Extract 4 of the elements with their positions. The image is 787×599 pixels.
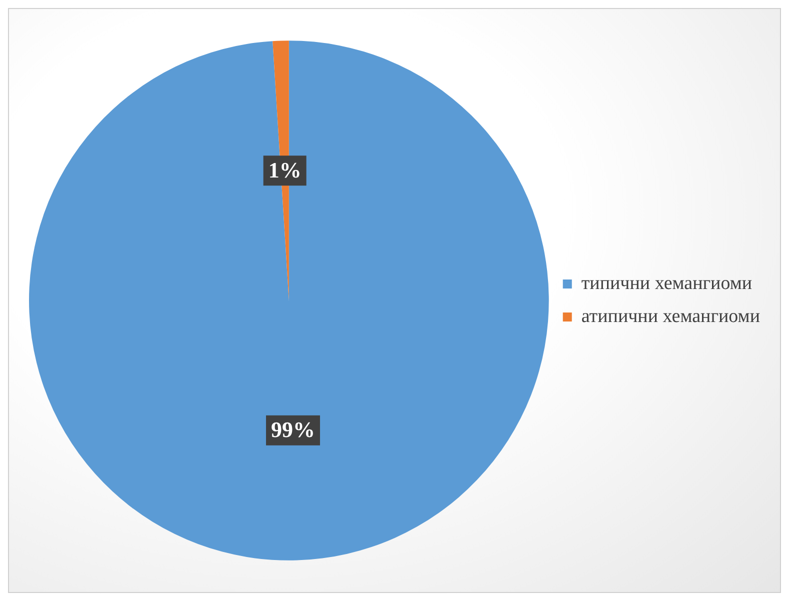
legend-label: атипични хемангиоми xyxy=(581,306,760,327)
data-label: 99% xyxy=(271,417,316,442)
legend-label: типични хемангиоми xyxy=(581,272,752,294)
data-label: 1% xyxy=(268,157,302,182)
